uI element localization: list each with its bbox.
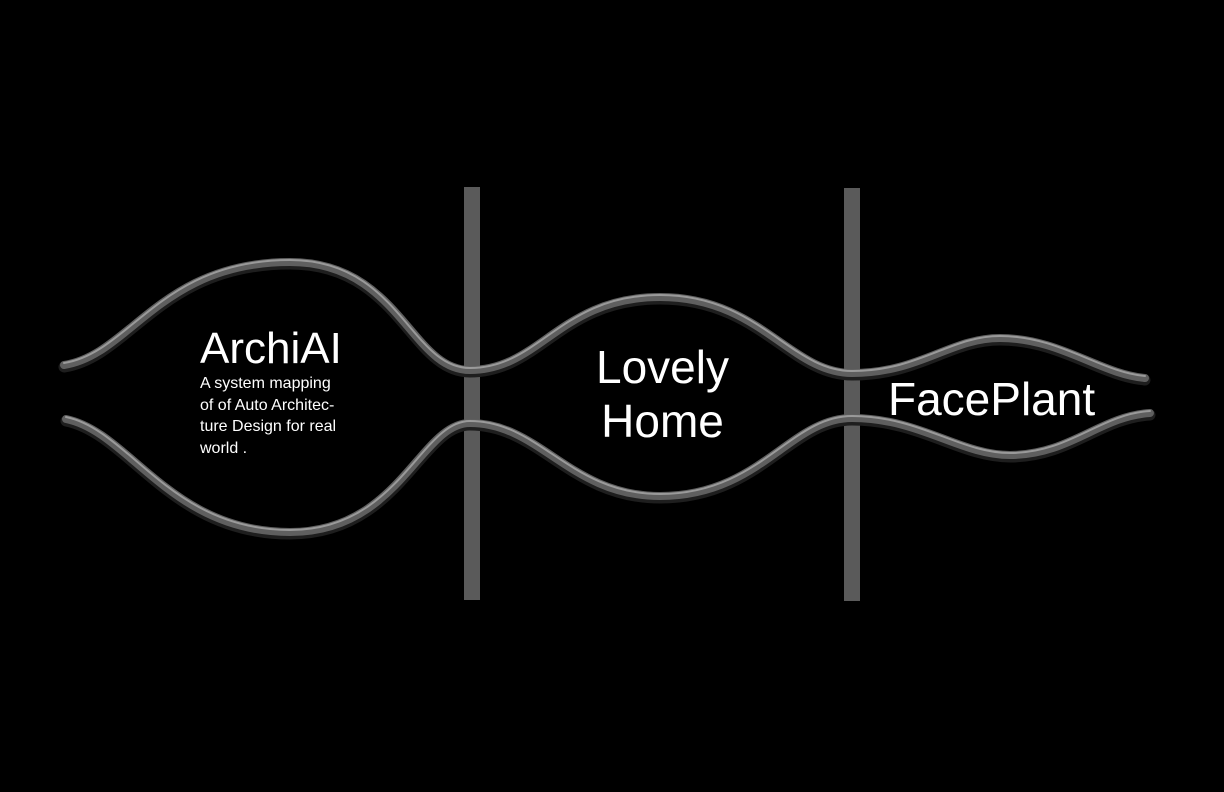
lower-wave — [60, 409, 1156, 540]
faceplant-title: FacePlant — [888, 373, 1096, 425]
archiai-title: ArchiAI — [200, 324, 342, 373]
upper-wave — [58, 258, 1151, 386]
lovely-home-title: Lovely Home — [560, 340, 765, 448]
archiai-description-line: of of Auto Architec- — [200, 396, 335, 414]
archiai-description-line: ture Design for real — [200, 418, 337, 435]
archiai-description: A system mapping of of Auto Architec- tu… — [200, 373, 370, 459]
divider-bar-left — [464, 187, 480, 600]
lovely-home-title-line: Home — [601, 395, 724, 447]
archiai-description-line: world . — [200, 439, 248, 457]
lovely-home-title-line: Lovely — [596, 341, 729, 393]
divider-bar-right — [844, 188, 860, 601]
archiai-description-line: A system mapping — [200, 375, 331, 392]
